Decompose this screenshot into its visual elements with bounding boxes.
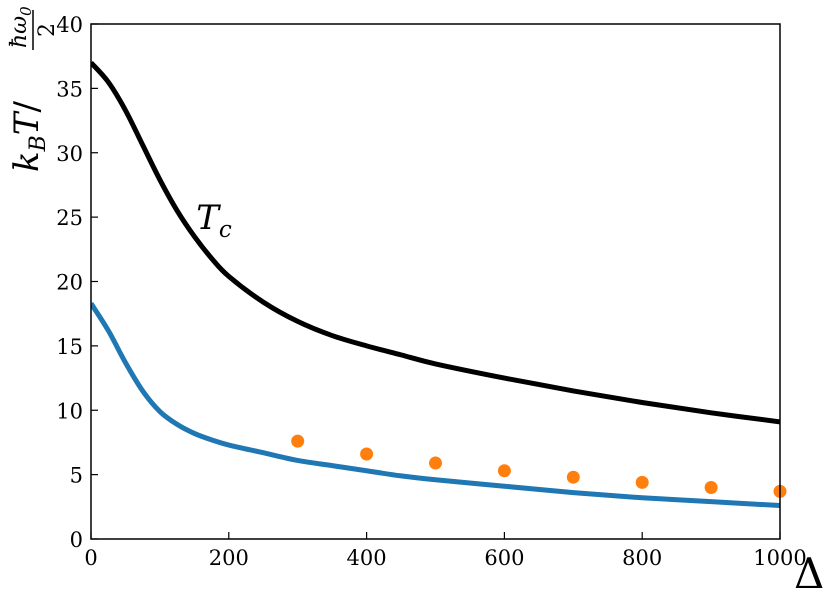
y-tick-label: 25 (56, 206, 83, 230)
series-line-1 (91, 302, 780, 509)
y-label-slash: / (7, 101, 47, 113)
x-tick-label: 0 (84, 546, 97, 570)
y-tick-label: 30 (56, 142, 83, 166)
axis-ticks: 0 200 400 600 800 1000 0 5 10 15 20 25 30 35 40 (56, 13, 806, 570)
data-point (429, 456, 442, 470)
data-point (291, 434, 305, 448)
y-tick-label: 35 (56, 77, 83, 101)
data-point (635, 475, 649, 489)
svg-text:ħω0: ħω0 (7, 6, 35, 48)
y-label-numerator: ħω (7, 16, 32, 48)
data-point (360, 447, 374, 461)
x-tick-label: 600 (484, 546, 524, 570)
plot-area (91, 60, 787, 509)
y-label-k: k (7, 151, 47, 172)
annotation-tc-main: T (196, 198, 221, 238)
y-tick-label: 15 (56, 335, 83, 359)
y-tick-label: 0 (70, 528, 83, 552)
svg-text:kBT/: kBT/ (7, 101, 51, 172)
x-tick-label: 800 (622, 546, 662, 570)
annotation-tc: Tc (196, 198, 232, 243)
data-point (704, 481, 718, 494)
x-tick-label: 1000 (753, 546, 806, 570)
y-tick-label: 20 (56, 271, 83, 295)
data-point (566, 470, 580, 484)
y-label-numerator-sub: 0 (17, 6, 35, 16)
y-label-b: B (26, 135, 51, 152)
y-axis-label: kBT/ ħω0 2 (7, 6, 60, 172)
x-tick-label: 400 (347, 546, 387, 570)
y-tick-label: 40 (56, 13, 83, 37)
annotation-tc-sub: c (219, 217, 232, 243)
y-tick-label: 10 (56, 399, 83, 423)
x-axis-label: Δ (794, 549, 824, 590)
y-label-denominator: 2 (35, 23, 60, 37)
x-tick-label: 200 (209, 546, 249, 570)
series-line-0 (91, 60, 780, 425)
y-label-t: T (7, 110, 47, 135)
y-tick-label: 5 (70, 464, 83, 488)
data-point (497, 464, 511, 478)
